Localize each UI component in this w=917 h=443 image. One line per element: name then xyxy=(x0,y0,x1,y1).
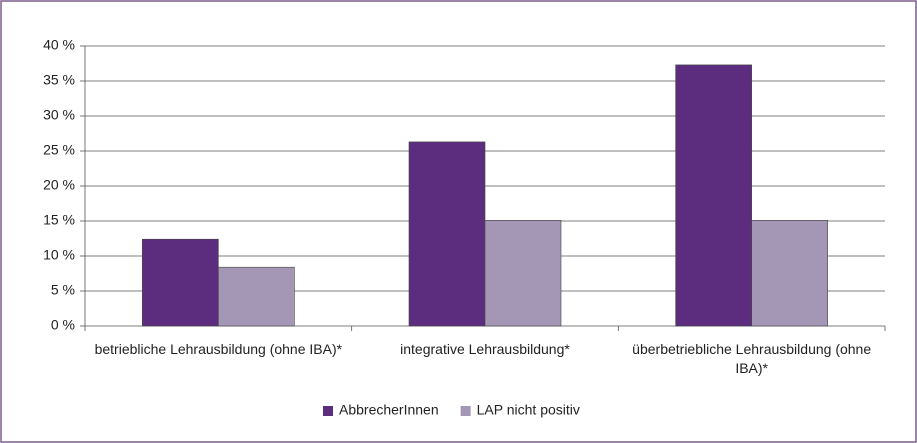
bar xyxy=(751,220,828,327)
x-tick-label: betriebliche Lehrausbildung (ohne IBA)* xyxy=(94,341,343,357)
y-tick-label: 40 % xyxy=(43,37,75,53)
legend-swatch xyxy=(323,406,333,416)
bar xyxy=(408,141,486,327)
y-tick-label: 0 % xyxy=(51,317,75,333)
legend-swatch xyxy=(460,406,471,416)
y-tick-label: 20 % xyxy=(43,177,75,193)
y-tick-label: 30 % xyxy=(43,107,75,123)
y-tick-label: 25 % xyxy=(43,142,75,158)
legend-label: LAP nicht positiv xyxy=(477,402,580,418)
y-tick-label: 35 % xyxy=(43,72,75,88)
bar xyxy=(675,64,752,327)
bar xyxy=(218,266,295,327)
y-tick-label: 5 % xyxy=(51,282,75,298)
bar xyxy=(142,238,219,327)
y-tick-label: 15 % xyxy=(43,212,75,228)
x-tick-label: integrative Lehrausbildung* xyxy=(400,341,570,357)
x-tick-label: überbetriebliche Lehrausbildung (ohne IB… xyxy=(632,341,872,376)
y-tick-label: 10 % xyxy=(43,247,75,263)
legend-label: AbbrecherInnen xyxy=(339,402,439,418)
bar xyxy=(484,220,562,327)
